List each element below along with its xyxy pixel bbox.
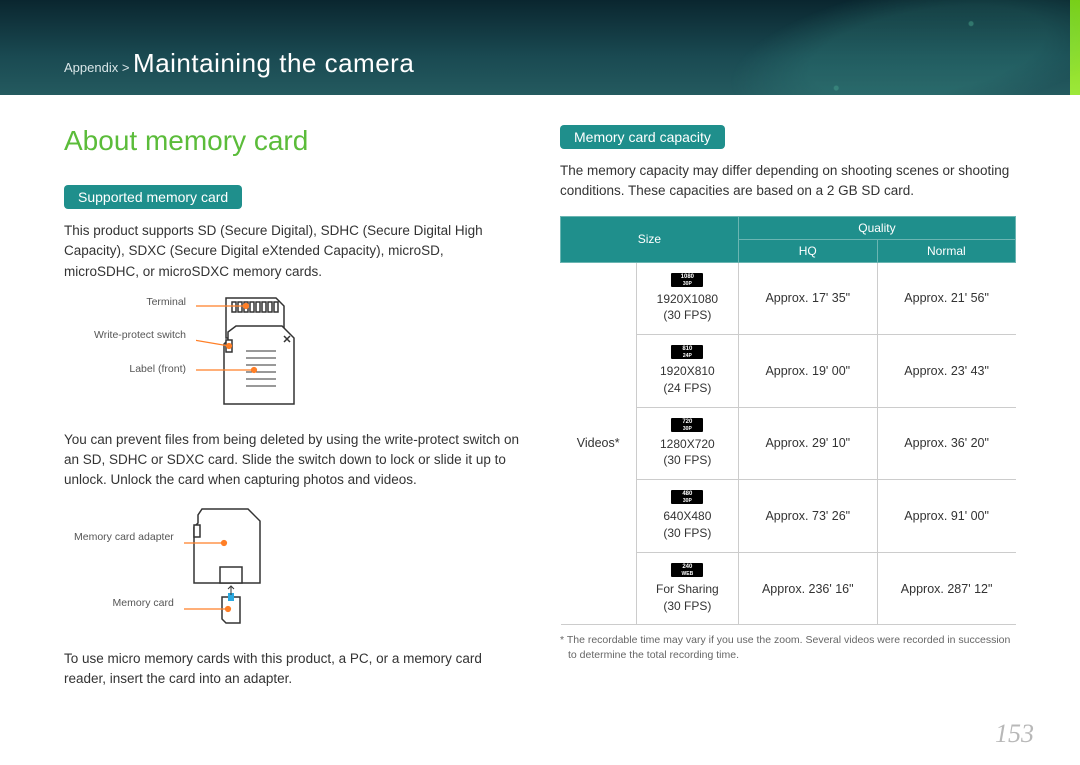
page-number: 153: [995, 719, 1034, 749]
section-title: About memory card: [64, 125, 520, 157]
cell-normal: Approx. 23' 43": [877, 335, 1015, 408]
cell-fps: (30 FPS): [645, 307, 730, 324]
cell-normal: Approx. 36' 20": [877, 407, 1015, 480]
para-adapter: To use micro memory cards with this prod…: [64, 649, 520, 690]
sd-card-diagram: Terminal Write-protect switch Label (fro…: [94, 296, 520, 416]
table-row: Videos*108030P1920X1080(30 FPS)Approx. 1…: [561, 262, 1016, 335]
cell-size: 72030P 1280X720(30 FPS): [636, 407, 738, 480]
resolution-icon: 48030P: [671, 490, 703, 504]
capacity-table: Size Quality HQ Normal Videos* 108030P 192…: [560, 216, 1016, 626]
label-write-protect: Write-protect switch: [94, 329, 186, 343]
left-column: About memory card Supported memory card …: [64, 125, 520, 703]
tab-indicator: [1070, 0, 1080, 95]
label-terminal: Terminal: [94, 296, 186, 310]
th-quality: Quality: [738, 216, 1015, 239]
content-area: About memory card Supported memory card …: [0, 95, 1080, 703]
cell-size: 240WEB For Sharing(30 FPS): [636, 552, 738, 625]
cell-size: 81024P 1920X810(24 FPS): [636, 335, 738, 408]
cell-fps: (30 FPS): [645, 525, 730, 542]
right-column: Memory card capacity The memory capacity…: [560, 125, 1016, 703]
cell-res: 1920X1080: [645, 291, 730, 308]
subheading-capacity: Memory card capacity: [560, 125, 725, 149]
cell-normal: Approx. 287' 12": [877, 552, 1015, 625]
th-normal: Normal: [877, 239, 1015, 262]
label-adapter: Memory card adapter: [74, 531, 174, 543]
breadcrumb-main: Maintaining the camera: [133, 48, 414, 78]
cell-fps: (24 FPS): [645, 380, 730, 397]
cell-hq: Approx. 17' 35": [738, 262, 877, 335]
para-write-protect: You can prevent files from being deleted…: [64, 430, 520, 491]
rowgroup-videos: Videos*: [561, 262, 637, 625]
th-hq: HQ: [738, 239, 877, 262]
cell-fps: (30 FPS): [645, 598, 730, 615]
th-size: Size: [561, 216, 739, 262]
cell-res: 1920X810: [645, 363, 730, 380]
resolution-icon: 108030P: [671, 273, 703, 287]
cell-size: 108030P 1920X1080(30 FPS): [636, 262, 738, 335]
cell-hq: Approx. 73' 26": [738, 480, 877, 553]
cell-res: 1280X720: [645, 436, 730, 453]
sd-card-icon: [196, 296, 316, 416]
subheading-supported: Supported memory card: [64, 185, 242, 209]
cell-hq: Approx. 236' 16": [738, 552, 877, 625]
label-front: Label (front): [94, 363, 186, 377]
adapter-icon: [184, 505, 274, 635]
cell-res: For Sharing: [645, 581, 730, 598]
adapter-diagram: Memory card adapter Memory card: [74, 505, 520, 635]
breadcrumb: Appendix > Maintaining the camera: [64, 48, 414, 79]
para-supported: This product supports SD (Secure Digital…: [64, 221, 520, 282]
cell-normal: Approx. 91' 00": [877, 480, 1015, 553]
cell-fps: (30 FPS): [645, 452, 730, 469]
resolution-icon: 81024P: [671, 345, 703, 359]
table-footnote: * The recordable time may vary if you us…: [560, 633, 1016, 662]
cell-size: 48030P 640X480(30 FPS): [636, 480, 738, 553]
para-capacity-intro: The memory capacity may differ depending…: [560, 161, 1016, 202]
cell-hq: Approx. 29' 10": [738, 407, 877, 480]
breadcrumb-prefix: Appendix >: [64, 60, 133, 75]
resolution-icon: 72030P: [671, 418, 703, 432]
cell-hq: Approx. 19' 00": [738, 335, 877, 408]
label-memory-card: Memory card: [74, 597, 174, 609]
page-header: Appendix > Maintaining the camera: [0, 0, 1080, 95]
resolution-icon: 240WEB: [671, 563, 703, 577]
cell-res: 640X480: [645, 508, 730, 525]
cell-normal: Approx. 21' 56": [877, 262, 1015, 335]
